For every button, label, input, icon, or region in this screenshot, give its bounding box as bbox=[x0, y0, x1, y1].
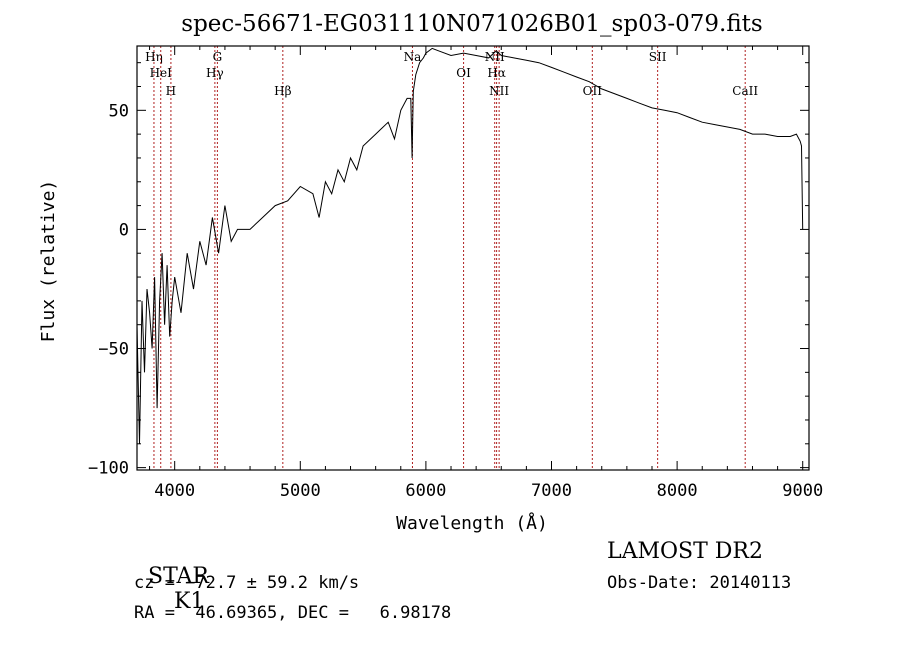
line-marker-label: H bbox=[166, 84, 176, 98]
line-marker-label: NII bbox=[489, 84, 509, 98]
info-class-row: STAR K1 bbox=[134, 539, 209, 614]
survey-label: LAMOST DR2 bbox=[607, 539, 763, 564]
line-marker-label: G bbox=[213, 50, 223, 64]
x-tick-label: 9000 bbox=[782, 481, 823, 501]
line-marker-label: OI bbox=[456, 66, 471, 80]
y-tick-label: 0 bbox=[119, 220, 129, 240]
velocity-readout: cz = −72.7 ± 59.2 km/s bbox=[134, 573, 360, 593]
x-tick-label: 6000 bbox=[405, 481, 446, 501]
y-tick-label: −100 bbox=[88, 459, 129, 479]
line-marker-label: NII bbox=[485, 50, 505, 64]
y-axis-label: Flux (relative) bbox=[38, 180, 59, 343]
axis-ticks: 4000 5000 6000 7000 8000 9000 −100 −50 0 50 bbox=[88, 46, 823, 501]
line-marker-label: HeI bbox=[150, 66, 173, 80]
x-axis-label: Wavelength (Å) bbox=[396, 512, 548, 534]
line-marker-label: Hγ bbox=[206, 66, 224, 80]
line-marker-label: SII bbox=[649, 50, 667, 64]
plot-frame bbox=[136, 45, 810, 471]
y-tick-label: 50 bbox=[109, 101, 129, 121]
y-tick-label: −50 bbox=[98, 340, 129, 360]
line-marker-label: Hη bbox=[145, 50, 163, 64]
line-marker-label: CaII bbox=[732, 84, 758, 98]
line-marker-label: Na bbox=[404, 50, 422, 64]
coordinates-readout: RA = 46.69365, DEC = 6.98178 bbox=[134, 603, 452, 623]
series-layer bbox=[136, 47, 804, 444]
line-marker-label: Hβ bbox=[274, 84, 291, 98]
line-marker-label: OII bbox=[583, 84, 603, 98]
x-tick-label: 4000 bbox=[154, 481, 195, 501]
x-tick-label: 7000 bbox=[531, 481, 572, 501]
obs-date: Obs-Date: 20140113 bbox=[607, 573, 792, 593]
line-marker-label: Hα bbox=[487, 66, 506, 80]
class-label: STAR bbox=[148, 564, 209, 589]
x-tick-label: 8000 bbox=[657, 481, 698, 501]
spectrum-chart: spec-56671-EG031110N071026B01_sp03-079.f… bbox=[38, 11, 823, 534]
chart-title: spec-56671-EG031110N071026B01_sp03-079.f… bbox=[181, 11, 762, 37]
spectral-line-markers: Hη HeI H Hγ G Hβ Na OI NII Hα NII OII SII CaII bbox=[145, 46, 758, 470]
subclass-label: K1 bbox=[174, 589, 205, 614]
x-tick-label: 5000 bbox=[280, 481, 321, 501]
spectrum-series-line bbox=[136, 47, 804, 444]
